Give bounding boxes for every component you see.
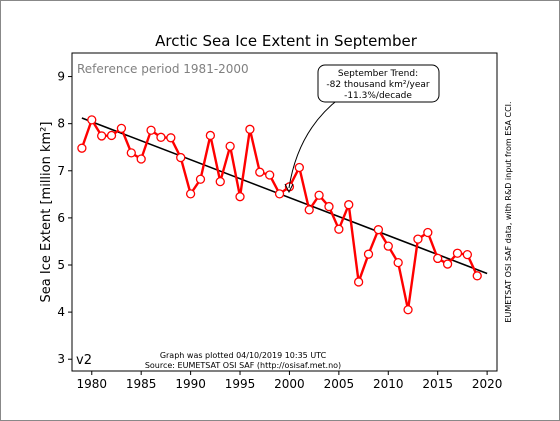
data-point bbox=[344, 200, 354, 210]
data-point bbox=[156, 132, 166, 142]
x-axis: 1980 1985 1990 1995 2000 2005 2010 2015 2020 bbox=[76, 371, 502, 391]
data-point bbox=[205, 130, 216, 141]
annotation-line-2: -82 thousand km²/year bbox=[326, 80, 429, 90]
data-point bbox=[363, 249, 374, 259]
y-axis: 3 4 5 6 7 8 9 bbox=[57, 70, 72, 366]
chart-title: Arctic Sea Ice Extent in September bbox=[155, 32, 418, 50]
annotation-line-3: -11.3%/decade bbox=[344, 91, 412, 101]
y-tick-label: 8 bbox=[57, 117, 65, 131]
data-point bbox=[304, 205, 314, 215]
data-point bbox=[314, 190, 324, 200]
data-point bbox=[462, 249, 472, 260]
y-tick-label: 6 bbox=[57, 211, 65, 225]
reference-period-label: Reference period 1981-2000 bbox=[77, 62, 249, 76]
data-point bbox=[383, 241, 393, 251]
data-point bbox=[433, 253, 443, 264]
data-point bbox=[126, 148, 136, 158]
data-point bbox=[195, 174, 206, 184]
footer-source: Source: EUMETSAT OSI SAF (http://osisaf.… bbox=[145, 361, 341, 370]
data-point bbox=[442, 259, 453, 269]
data-point bbox=[185, 189, 196, 199]
data-point bbox=[403, 305, 413, 315]
annotation-box bbox=[317, 64, 440, 103]
data-point bbox=[97, 131, 107, 141]
annotation-line-1: September Trend: bbox=[338, 69, 418, 79]
x-tick-label: 1995 bbox=[225, 377, 256, 391]
y-axis-label: Sea Ice Extent [million km²] bbox=[39, 122, 54, 303]
data-point bbox=[324, 201, 334, 212]
data-point bbox=[225, 141, 235, 151]
data-point bbox=[274, 189, 285, 199]
data-point bbox=[176, 152, 186, 163]
version-label: v2 bbox=[76, 353, 92, 368]
plot-area bbox=[71, 52, 498, 372]
y-tick-label: 7 bbox=[57, 164, 65, 178]
footer-plot-date: Graph was plotted 04/10/2019 10:35 UTC bbox=[160, 351, 327, 360]
x-tick-label: 1990 bbox=[175, 377, 206, 391]
y-tick-label: 5 bbox=[57, 258, 65, 272]
data-point bbox=[235, 192, 245, 202]
x-tick-label: 2005 bbox=[324, 377, 355, 391]
annotation-arrow bbox=[288, 97, 341, 189]
x-tick-label: 1980 bbox=[76, 377, 107, 391]
data-point bbox=[136, 154, 146, 164]
data-point bbox=[77, 143, 87, 153]
data-point bbox=[166, 133, 176, 143]
data-point bbox=[294, 162, 304, 173]
data-point bbox=[373, 225, 384, 235]
y-tick-label: 3 bbox=[57, 352, 65, 366]
x-tick-label: 2010 bbox=[373, 377, 404, 391]
data-point bbox=[413, 234, 423, 244]
x-tick-label: 1985 bbox=[126, 377, 157, 391]
data-point bbox=[245, 124, 255, 134]
side-credit: EUMETSAT OSI SAF data, with R&D input fr… bbox=[504, 101, 513, 322]
y-tick-label: 9 bbox=[57, 70, 65, 84]
series-points bbox=[77, 115, 482, 315]
data-point bbox=[255, 167, 265, 177]
data-point bbox=[334, 224, 344, 234]
data-point bbox=[353, 277, 364, 287]
trend-line bbox=[81, 117, 488, 275]
annotation-arrowhead bbox=[284, 183, 294, 194]
data-point bbox=[87, 115, 97, 125]
data-point bbox=[265, 170, 275, 180]
x-tick-label: 2020 bbox=[472, 377, 503, 391]
data-point bbox=[393, 257, 403, 268]
data-point bbox=[423, 227, 433, 238]
data-point bbox=[452, 248, 463, 258]
data-point bbox=[146, 125, 156, 135]
data-point bbox=[215, 176, 225, 187]
data-point bbox=[116, 123, 127, 134]
x-tick-label: 2000 bbox=[274, 377, 305, 391]
y-tick-label: 4 bbox=[57, 305, 65, 319]
data-point bbox=[106, 130, 117, 141]
data-point bbox=[472, 271, 482, 281]
x-tick-label: 2015 bbox=[422, 377, 453, 391]
